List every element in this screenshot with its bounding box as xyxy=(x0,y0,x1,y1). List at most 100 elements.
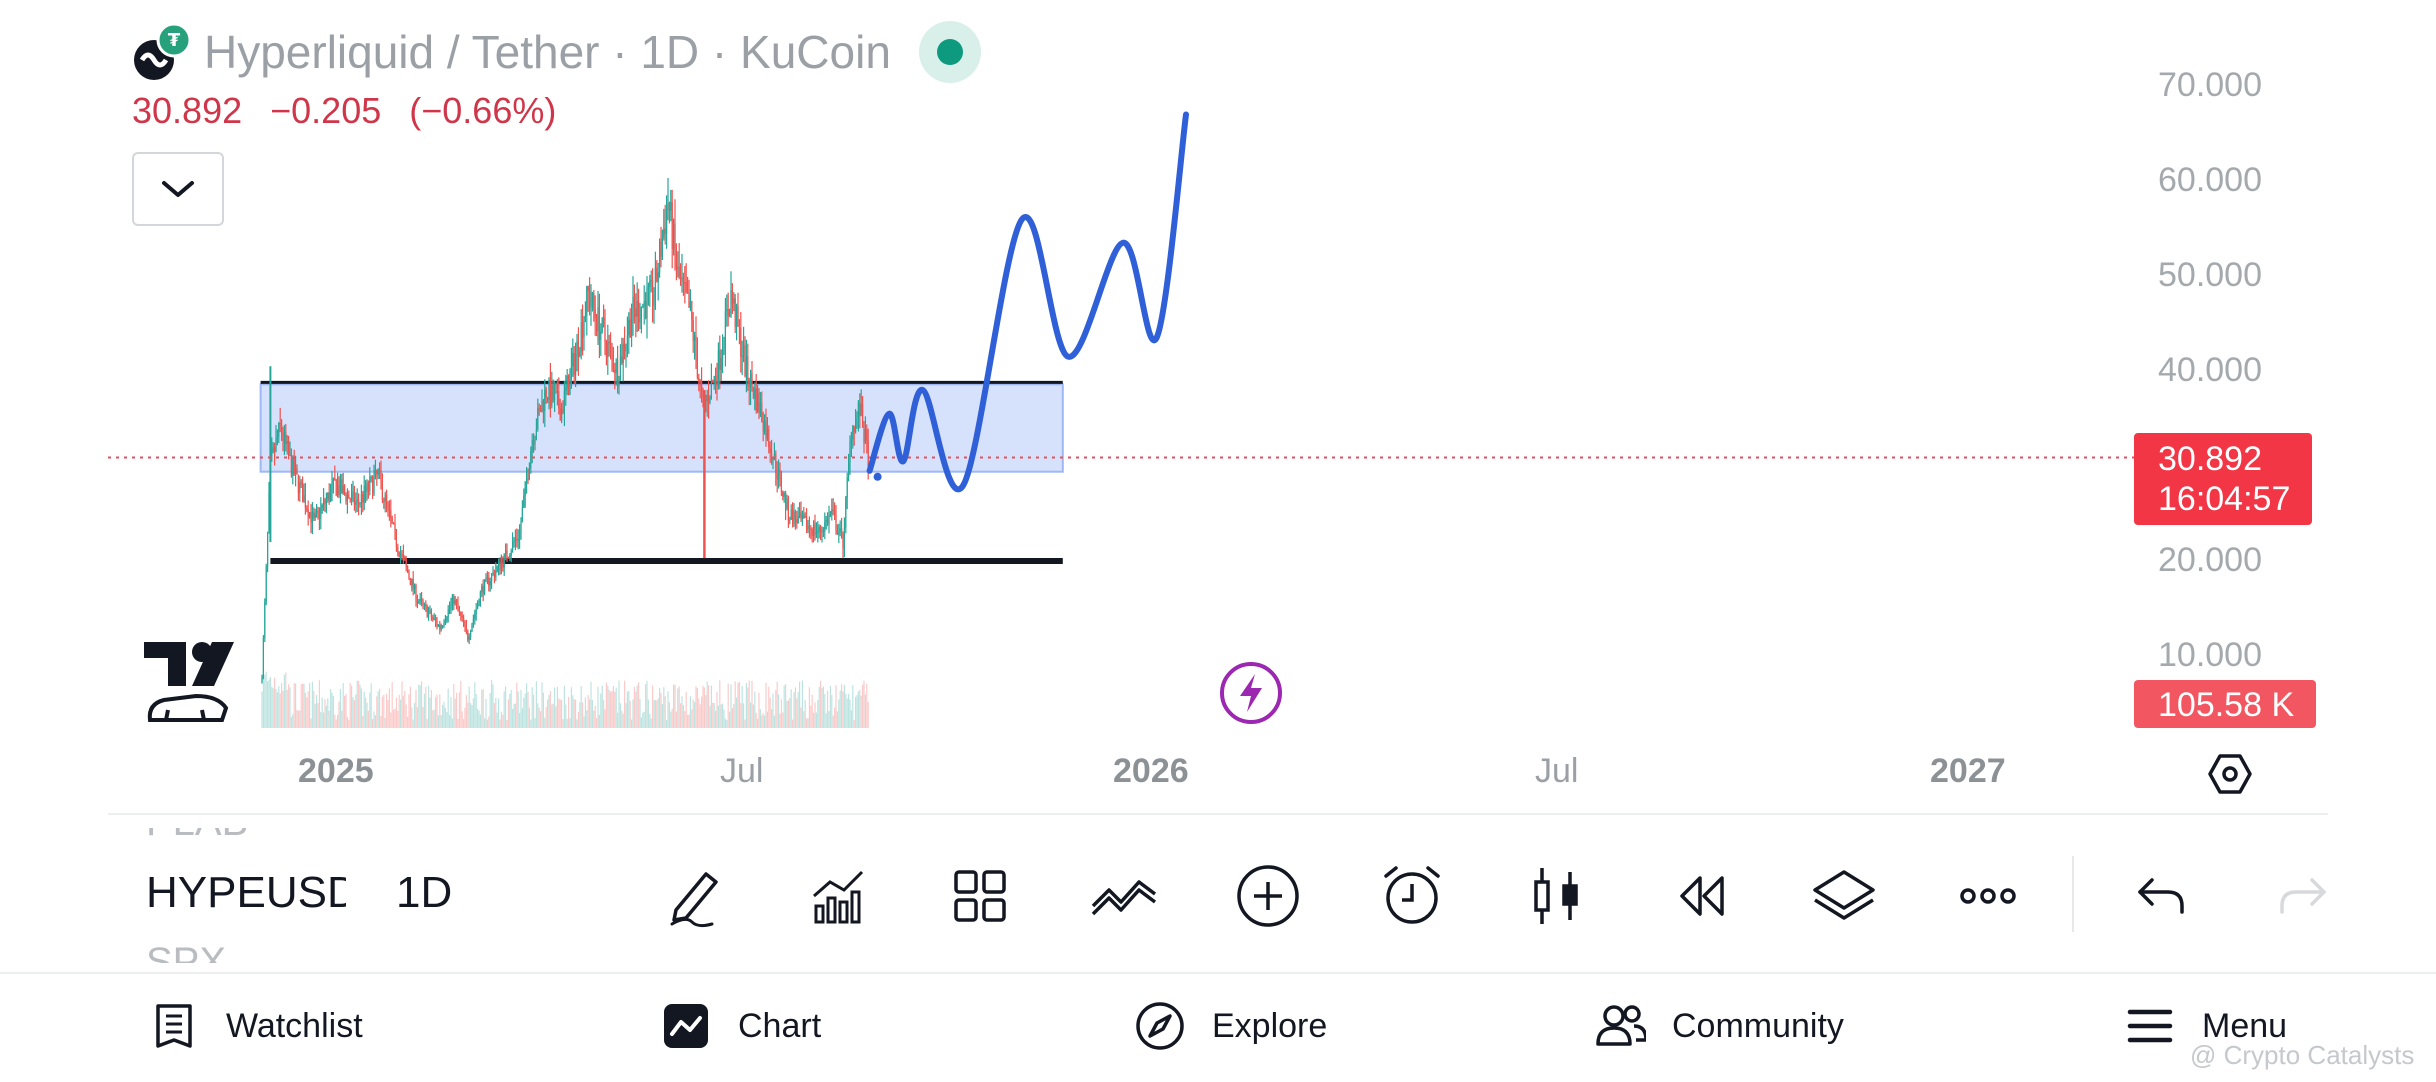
candle-body xyxy=(780,474,782,492)
volume-bar xyxy=(327,698,329,728)
candle-body xyxy=(288,441,290,455)
nav-community[interactable]: Community xyxy=(1594,1000,1844,1052)
volume-bar xyxy=(797,691,799,728)
candle-body xyxy=(684,282,686,284)
candle-body xyxy=(793,511,795,525)
candle-body xyxy=(850,439,852,443)
candle-body xyxy=(334,477,336,481)
replay-button[interactable] xyxy=(1662,858,1738,934)
volume-bar xyxy=(341,710,343,728)
symbol-current[interactable]: HYPEUSDT xyxy=(146,868,346,917)
candle-body xyxy=(513,541,515,543)
volume-bar xyxy=(605,682,607,728)
candle-body xyxy=(741,355,743,358)
market-status-indicator[interactable] xyxy=(918,21,981,83)
volume-bar xyxy=(471,705,473,728)
volume-bar xyxy=(527,692,529,728)
candle-body xyxy=(310,512,312,523)
candle-body xyxy=(272,447,274,451)
drawing-tools-button[interactable] xyxy=(656,858,732,934)
volume-bar xyxy=(379,688,381,728)
chevron-down-icon xyxy=(162,181,194,197)
chart-settings-hexagon-icon[interactable] xyxy=(2206,750,2254,798)
volume-bar xyxy=(309,683,311,728)
volume-bar xyxy=(589,699,591,728)
symbol-header[interactable]: ₮ Hyperliquid / Tether · 1D · KuCoin xyxy=(132,20,981,84)
projection-path[interactable] xyxy=(866,111,1189,493)
add-icon xyxy=(1237,865,1299,927)
volume-bar xyxy=(271,686,273,728)
volume-bar xyxy=(324,699,326,728)
candle-body xyxy=(335,480,337,496)
redo-button[interactable] xyxy=(2266,858,2342,934)
compare-button[interactable] xyxy=(1086,858,1162,934)
candle-body xyxy=(608,341,610,344)
candle-body xyxy=(566,376,568,389)
tradingview-logo-icon[interactable] xyxy=(142,640,238,726)
candles-icon xyxy=(1534,868,1578,924)
bottom-navigation xyxy=(0,972,2436,1082)
collapse-legend-button[interactable] xyxy=(132,152,224,226)
layouts-button[interactable] xyxy=(942,858,1018,934)
volume-bar xyxy=(757,718,759,728)
volume-bar xyxy=(440,714,442,728)
alerts-button[interactable] xyxy=(1374,858,1450,934)
candle-body xyxy=(766,428,768,439)
volume-bar xyxy=(496,712,498,728)
candle-body xyxy=(303,495,305,503)
candle-body xyxy=(828,515,830,525)
candle-body xyxy=(829,514,831,517)
candle-body xyxy=(317,510,319,513)
volume-bar xyxy=(521,708,523,728)
volume-bar xyxy=(554,687,556,728)
candle-body xyxy=(600,330,602,341)
volume-bar xyxy=(394,708,396,728)
nav-watchlist[interactable]: Watchlist xyxy=(148,1000,363,1052)
current-price-tag: 30.892 16:04:57 xyxy=(2134,433,2312,525)
candle-body xyxy=(687,292,689,294)
volume-bar xyxy=(520,690,522,728)
volume-bar xyxy=(498,698,500,728)
more-button[interactable] xyxy=(1950,858,2026,934)
candle-body xyxy=(482,586,484,594)
volume-bar xyxy=(372,719,374,728)
lightning-icon[interactable] xyxy=(1218,660,1284,726)
volume-bar xyxy=(359,684,361,728)
volume-bar xyxy=(430,689,432,728)
chart-type-button[interactable] xyxy=(1518,858,1594,934)
volume-bar xyxy=(339,689,341,728)
add-button[interactable] xyxy=(1230,858,1306,934)
interval-selector[interactable]: 1D xyxy=(396,868,453,917)
nav-chart[interactable]: Chart xyxy=(660,1000,821,1052)
price-label-60: 60.000 xyxy=(2158,161,2262,199)
volume-bar xyxy=(495,697,497,728)
indicators-button[interactable] xyxy=(800,858,876,934)
candle-body xyxy=(411,578,413,586)
volume-bar xyxy=(523,697,525,728)
volume-bar xyxy=(743,703,745,728)
candle-body xyxy=(594,308,596,318)
undo-button[interactable] xyxy=(2122,858,2198,934)
volume-bar xyxy=(744,719,746,728)
volume-bar xyxy=(645,684,647,728)
candle-body xyxy=(864,429,866,443)
nav-explore[interactable]: Explore xyxy=(1134,1000,1327,1052)
volume-bar xyxy=(349,683,351,728)
candle-body xyxy=(698,377,700,381)
candle-body xyxy=(474,614,476,619)
candle-body xyxy=(603,317,605,326)
symbol-previous[interactable]: PLAB xyxy=(146,800,249,844)
candle-body xyxy=(415,585,417,602)
volume-bar xyxy=(827,690,829,728)
price-chart[interactable] xyxy=(0,0,2436,800)
candle-body xyxy=(402,554,404,557)
candle-body xyxy=(516,538,518,541)
symbol-next[interactable]: SPX xyxy=(146,940,227,984)
volume-bar xyxy=(398,694,400,728)
nav-menu[interactable]: Menu xyxy=(2124,1000,2287,1052)
volume-bar xyxy=(598,714,600,728)
candle-body xyxy=(379,469,381,472)
candle-body xyxy=(339,479,341,495)
object-tree-button[interactable] xyxy=(1806,858,1882,934)
volume-bar xyxy=(486,719,488,728)
